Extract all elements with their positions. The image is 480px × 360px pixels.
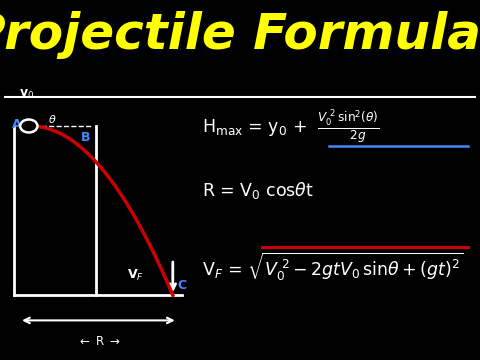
- Text: Projectile Formulas: Projectile Formulas: [0, 11, 480, 59]
- Text: $\theta$: $\theta$: [48, 113, 57, 125]
- Text: V$_F$ = $\sqrt{V_0^{\ 2}-2gtV_0\,\mathsf{sin}\theta+(gt)^2}$: V$_F$ = $\sqrt{V_0^{\ 2}-2gtV_0\,\mathsf…: [202, 250, 463, 283]
- Text: H$_{\mathsf{max}}$ = y$_0$ +  $\frac{V_0^{\ 2}\,\mathsf{sin}^2(\theta)}{\ \ \ \ : H$_{\mathsf{max}}$ = y$_0$ + $\frac{V_0^…: [202, 108, 379, 146]
- Text: B: B: [81, 131, 91, 144]
- Text: A: A: [12, 118, 22, 131]
- Text: V$_F$: V$_F$: [127, 268, 144, 283]
- Text: v$_0$: v$_0$: [19, 88, 35, 101]
- Text: $\leftarrow$ R $\rightarrow$: $\leftarrow$ R $\rightarrow$: [77, 335, 120, 348]
- Text: R = V$_0$ cos$\theta$t: R = V$_0$ cos$\theta$t: [202, 180, 313, 201]
- Text: C: C: [178, 279, 187, 292]
- Circle shape: [20, 120, 37, 132]
